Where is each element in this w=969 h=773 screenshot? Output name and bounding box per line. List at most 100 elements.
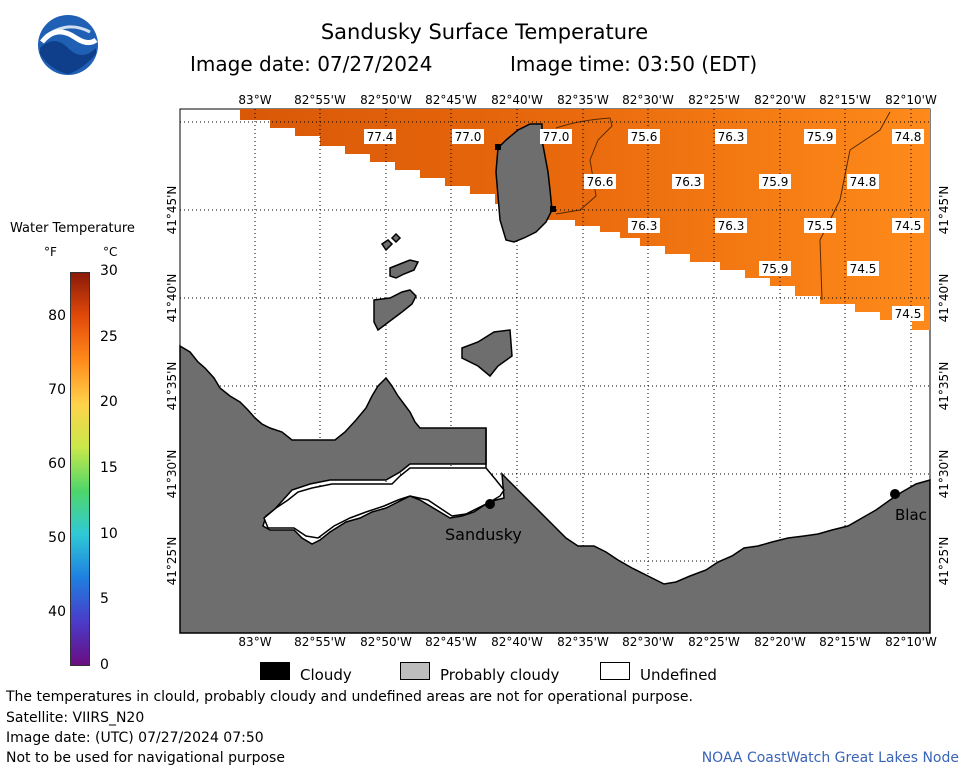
- probably-cloudy-label: Probably cloudy: [440, 666, 560, 684]
- lon-tick-label: 82°25'W: [688, 635, 740, 649]
- temperature-label: 77.0: [540, 129, 572, 144]
- colorbar-c-tick: 20: [100, 394, 118, 411]
- colorbar-f-tick: 70: [48, 382, 66, 398]
- cloud-legend: Cloudy Probably cloudy Undefined: [0, 660, 969, 690]
- utc-date-text: Image date: (UTC) 07/27/2024 07:50: [6, 730, 264, 746]
- colorbar-c-tick: 5: [100, 591, 109, 608]
- svg-text:74.5: 74.5: [895, 307, 922, 321]
- svg-text:75.9: 75.9: [762, 175, 789, 189]
- lon-tick-label: 82°40'W: [491, 93, 543, 107]
- svg-text:75.9: 75.9: [807, 130, 834, 144]
- colorbar-c-tick: 10: [100, 525, 118, 542]
- svg-text:74.5: 74.5: [850, 262, 877, 276]
- lat-tick-label: 41°45'N: [165, 186, 179, 235]
- colorbar-c-tick: 30: [100, 263, 118, 279]
- svg-text:75.5: 75.5: [807, 219, 834, 233]
- temperature-label: 76.6: [584, 174, 616, 189]
- temperature-labels: 77.4 77.0 77.0 75.6 76.3 75.9 74.8 76.6 76.3 75.9…: [364, 129, 924, 321]
- colorbar-f-tick: 60: [48, 456, 66, 472]
- cloudy-pixel: [495, 144, 501, 150]
- cloudy-label: Cloudy: [300, 666, 352, 684]
- island-kelleys: [373, 289, 417, 332]
- colorbar: [70, 272, 90, 666]
- lat-tick-label: 41°40'N: [937, 274, 951, 323]
- colorbar-c-tick: 0: [100, 657, 109, 673]
- temperature-label: 77.4: [364, 129, 396, 144]
- colorbar-f-tick: 40: [48, 604, 66, 620]
- temperature-label: 74.8: [847, 174, 879, 189]
- temperature-label: 76.3: [715, 218, 747, 233]
- cloudy-pixel: [550, 206, 556, 212]
- temperature-label: 75.9: [759, 261, 791, 276]
- sandusky-label: Sandusky: [445, 525, 522, 544]
- island-small-1: [389, 259, 420, 279]
- lon-tick-label: 82°35'W: [557, 635, 609, 649]
- svg-text:77.0: 77.0: [543, 130, 570, 144]
- temperature-label: 76.3: [628, 218, 660, 233]
- probably-cloudy-swatch: [400, 662, 430, 680]
- coastline-contour: [555, 117, 613, 215]
- cloudy-swatch: [260, 662, 290, 680]
- lat-tick-label: 41°30'N: [165, 450, 179, 499]
- temperature-label: 74.5: [892, 306, 924, 321]
- blac-dot: [890, 489, 900, 499]
- lon-tick-label: 82°50'W: [360, 635, 412, 649]
- lat-ticks-right: 41°45'N 41°40'N 41°35'N 41°30'N 41°25'N: [937, 186, 951, 586]
- page-title: Sandusky Surface Temperature: [320, 20, 649, 44]
- undefined-swatch: [600, 662, 630, 680]
- lon-tick-label: 82°45'W: [425, 93, 477, 107]
- temperature-label: 75.9: [759, 174, 791, 189]
- temperature-label: 75.5: [804, 218, 836, 233]
- lat-tick-label: 41°25'N: [937, 537, 951, 586]
- svg-text:76.6: 76.6: [587, 175, 614, 189]
- colorbar-unit-c: °C: [103, 245, 118, 259]
- noaa-logo: [38, 15, 98, 75]
- svg-text:76.3: 76.3: [675, 175, 702, 189]
- svg-text:76.3: 76.3: [631, 219, 658, 233]
- svg-text:74.8: 74.8: [895, 130, 922, 144]
- svg-text:77.0: 77.0: [455, 130, 482, 144]
- lat-tick-label: 41°35'N: [937, 362, 951, 411]
- lon-tick-label: 82°10'W: [885, 635, 937, 649]
- temperature-label: 74.8: [892, 129, 924, 144]
- lat-tick-label: 41°40'N: [165, 274, 179, 323]
- lon-tick-label: 82°55'W: [294, 635, 346, 649]
- lon-tick-label: 82°15'W: [819, 635, 871, 649]
- lon-tick-label: 82°50'W: [360, 93, 412, 107]
- blac-label: Blac: [895, 506, 927, 524]
- island-pelee: [495, 123, 553, 243]
- temperature-label: 77.0: [452, 129, 484, 144]
- island-small-2: [380, 232, 402, 252]
- temperature-label: 76.3: [715, 129, 747, 144]
- colorbar-c-tick: 15: [100, 460, 118, 476]
- land-south-shore: [179, 344, 931, 634]
- lon-tick-label: 82°15'W: [819, 93, 871, 107]
- sandusky-dot: [485, 499, 495, 509]
- lon-tick-label: 82°35'W: [557, 93, 609, 107]
- temperature-label: 74.5: [892, 218, 924, 233]
- lat-tick-label: 41°25'N: [165, 537, 179, 586]
- lon-tick-label: 83°W: [238, 93, 271, 107]
- colorbar-c-tick: 25: [100, 328, 118, 345]
- warm-water-region: [240, 109, 930, 330]
- lon-tick-label: 82°30'W: [622, 93, 674, 107]
- river-contour: [819, 111, 891, 301]
- colorbar-f-tick: 80: [48, 308, 66, 324]
- temperature-label: 75.6: [628, 129, 660, 144]
- colorbar-f-tick: 50: [48, 530, 66, 546]
- lon-tick-label: 82°45'W: [425, 635, 477, 649]
- image-date: Image date: 07/27/2024: [190, 52, 433, 76]
- lon-tick-label: 82°10'W: [885, 93, 937, 107]
- lon-tick-label: 83°W: [238, 635, 271, 649]
- lon-tick-label: 82°55'W: [294, 93, 346, 107]
- lon-ticks-top: 83°W 82°55'W 82°50'W 82°45'W 82°40'W 82°35'W 8…: [238, 93, 937, 107]
- svg-text:75.9: 75.9: [762, 262, 789, 276]
- lat-tick-label: 41°45'N: [937, 186, 951, 235]
- temperature-label: 74.5: [847, 261, 879, 276]
- colorbar-c-ticks: 30 25 20 15 10 5 0: [94, 263, 134, 673]
- temperature-label: 76.3: [672, 174, 704, 189]
- temperature-label: 75.9: [804, 129, 836, 144]
- image-time: Image time: 03:50 (EDT): [510, 52, 758, 76]
- svg-text:76.3: 76.3: [718, 219, 745, 233]
